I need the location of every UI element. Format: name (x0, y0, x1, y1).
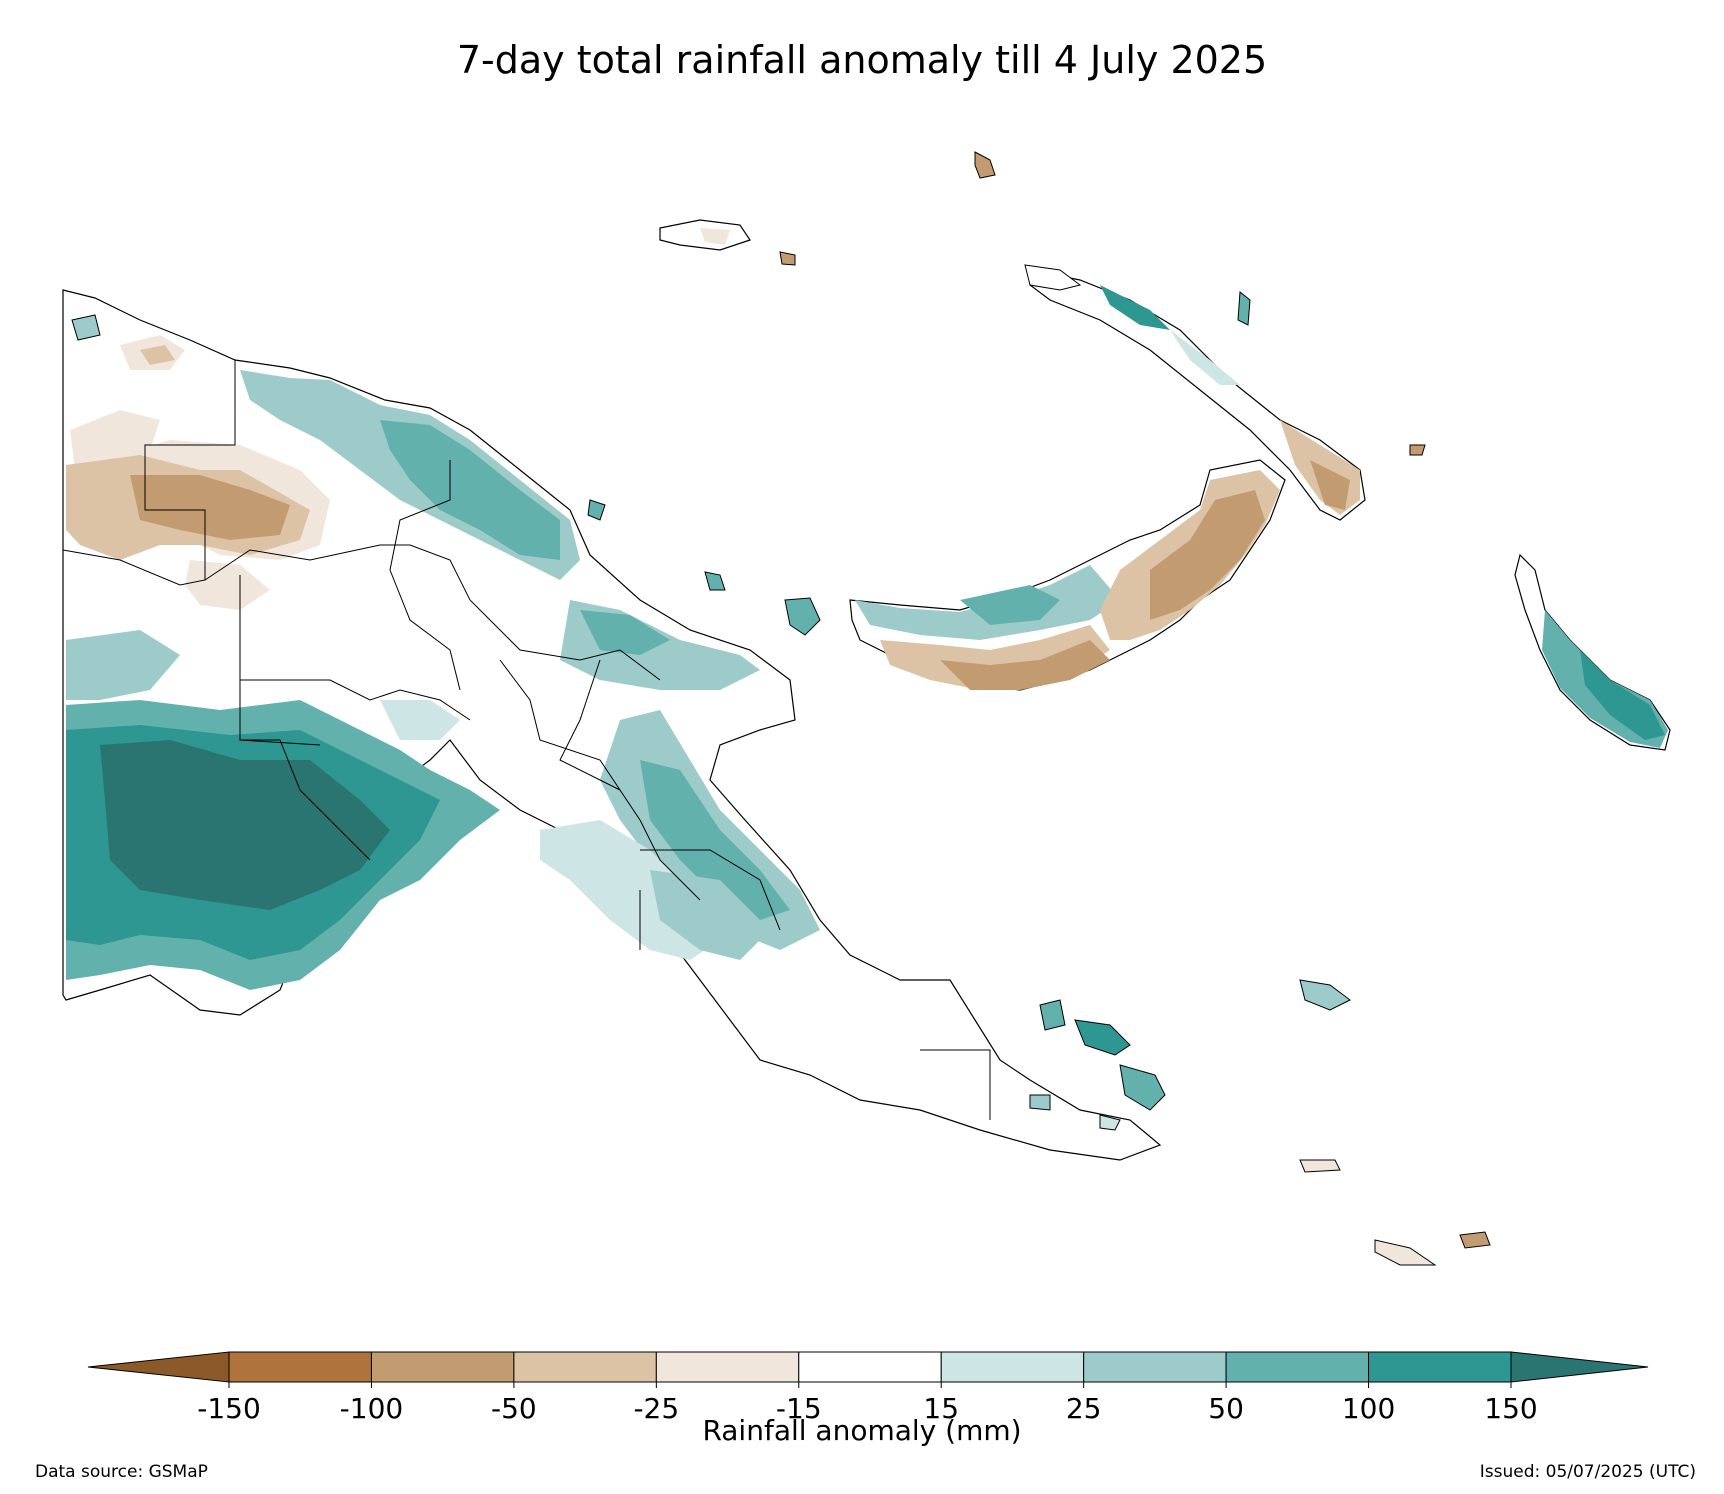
colorbar-bin (940, 1351, 1085, 1383)
anomaly-blob (1580, 650, 1665, 740)
anomaly-blob (380, 700, 460, 740)
anomaly-blob (1100, 285, 1170, 330)
mainland (62, 289, 1162, 1161)
colorbar-tick-label: -100 (340, 1392, 404, 1425)
colorbar-extend-high (1510, 1351, 1649, 1383)
anomaly-blob (640, 760, 790, 920)
colorbar-bin (228, 1351, 372, 1383)
anomaly-blob (650, 870, 770, 960)
island-outline (1029, 269, 1366, 521)
colorbar-extend-low (87, 1351, 230, 1383)
bougainville (1514, 553, 1671, 751)
colorbar-bin (1083, 1351, 1227, 1383)
anomaly-blob (380, 420, 560, 560)
colorbar-bin (1225, 1351, 1370, 1383)
new-britain (849, 459, 1286, 691)
anomaly-blob (855, 565, 1120, 640)
colorbar-label: Rainfall anomaly (mm) (702, 1414, 1022, 1447)
anomaly-blob (140, 345, 175, 365)
colorbar-tick-label: -15 (776, 1392, 822, 1425)
anomaly-blob (1170, 330, 1240, 385)
anomaly-blob (960, 585, 1060, 625)
colorbar-tick-label: -150 (197, 1392, 261, 1425)
colorbar-bin (370, 1351, 515, 1383)
colorbar-tick-label: -25 (633, 1392, 679, 1425)
colorbar-tick-label: 25 (1066, 1392, 1102, 1425)
colorbar-tick-label: 50 (1208, 1392, 1244, 1425)
anomaly-blob (940, 640, 1110, 690)
anomaly-blob (70, 410, 160, 470)
anomaly-blob (1150, 490, 1265, 620)
manus-island (659, 219, 796, 266)
anomaly-blob (580, 610, 670, 655)
colorbar-tick-label: -50 (491, 1392, 537, 1425)
colorbar: -150 -100 -50 -25 -15 15 25 50 100 150 (87, 1351, 1649, 1425)
colorbar-bin (798, 1351, 942, 1383)
anomaly-blob (130, 475, 290, 540)
province-boundaries (62, 360, 991, 1120)
map-title: 7-day total rainfall anomaly till 4 July… (456, 38, 1268, 82)
small-islands (71, 151, 1491, 1266)
anomaly-blob (1310, 460, 1350, 510)
new-ireland (1029, 269, 1366, 521)
colorbar-tick-label: 100 (1342, 1392, 1395, 1425)
colorbar-bin (1368, 1351, 1512, 1383)
colorbar-tick-label: 15 (923, 1392, 959, 1425)
anomaly-blob (185, 560, 270, 610)
anomaly-blob (66, 630, 180, 700)
issued-date-note: Issued: 05/07/2025 (UTC) (1479, 1462, 1696, 1482)
data-source-note: Data source: GSMaP (35, 1462, 208, 1482)
rainfall-anomaly-map (62, 151, 1671, 1266)
colorbar-tick-label: 150 (1484, 1392, 1537, 1425)
anomaly-blob (100, 740, 390, 910)
colorbar-bin (655, 1351, 800, 1383)
colorbar-bin (513, 1351, 657, 1383)
